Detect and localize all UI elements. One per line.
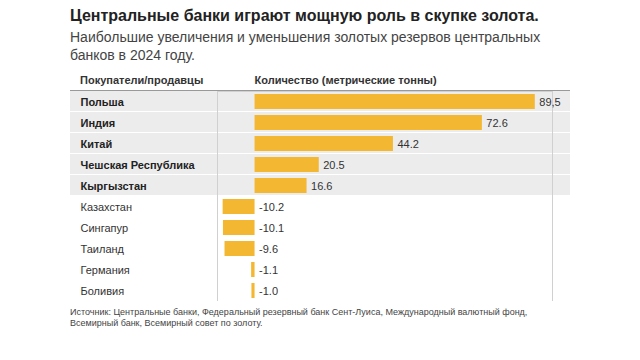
svg-text:Индия: Индия <box>81 117 116 129</box>
svg-text:Сингапур: Сингапур <box>81 222 129 234</box>
svg-text:-1.0: -1.0 <box>259 285 278 297</box>
html-text:Наибольшие увеличения и уменьш: Наибольшие увеличения и уменьшения золот… <box>70 29 541 63</box>
html-text:Источник: Центральные банки, Ф: Источник: Центральные банки, Федеральный… <box>70 307 528 328</box>
svg-text:-9.6: -9.6 <box>259 243 278 255</box>
svg-text:89,5: 89,5 <box>539 96 560 108</box>
svg-text:72.6: 72.6 <box>486 117 507 129</box>
html-text:Центральные банки играют мощну: Центральные банки играют мощную роль в с… <box>70 7 539 24</box>
svg-text:Таиланд: Таиланд <box>81 243 125 255</box>
svg-text:44.2: 44.2 <box>397 138 418 150</box>
svg-text:Чешская Республика: Чешская Республика <box>81 159 196 171</box>
svg-text:Кыргызстан: Кыргызстан <box>81 180 147 192</box>
svg-text:-1.1: -1.1 <box>259 264 278 276</box>
svg-text:20.5: 20.5 <box>323 159 344 171</box>
html-text:Количество (метрические тонны): Количество (метрические тонны) <box>254 74 437 86</box>
svg-text:Польша: Польша <box>81 96 125 108</box>
html-text:Покупатели/продавцы: Покупатели/продавцы <box>80 74 204 86</box>
svg-text:Казахстан: Казахстан <box>81 201 133 213</box>
svg-text:-10.1: -10.1 <box>259 222 284 234</box>
svg-text:Боливия: Боливия <box>81 285 125 297</box>
svg-text:Германия: Германия <box>81 264 130 276</box>
svg-text:16.6: 16.6 <box>311 180 332 192</box>
svg-text:Китай: Китай <box>81 138 113 150</box>
svg-text:-10.2: -10.2 <box>259 201 284 213</box>
